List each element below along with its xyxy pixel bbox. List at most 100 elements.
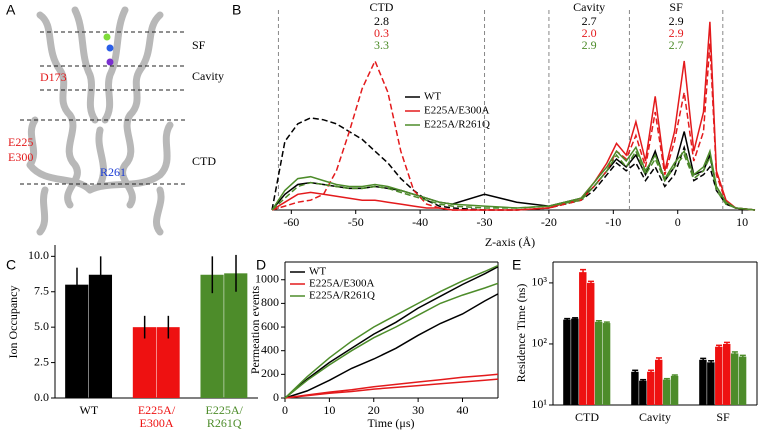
region-occupancy: 2.9 xyxy=(582,38,597,52)
ion xyxy=(103,33,111,41)
y-tick-label: 10.0 xyxy=(28,248,49,262)
panel-label: D xyxy=(256,257,266,273)
region-occupancy: 2.8 xyxy=(374,14,389,28)
legend-label: E225A/E300A xyxy=(424,105,489,117)
region-occupancy: 2.0 xyxy=(582,26,597,40)
legend-label: WT xyxy=(309,266,326,278)
bar xyxy=(647,371,655,405)
y-tick-label: 200 xyxy=(261,366,279,380)
y-tick-label: 7.5 xyxy=(34,284,49,298)
y-tick-label: 10¹ xyxy=(531,397,547,411)
y-tick-label: 800 xyxy=(261,295,279,309)
y-tick-label: 600 xyxy=(261,319,279,333)
series-line xyxy=(284,378,499,399)
y-tick-label: 10² xyxy=(531,336,547,350)
bar xyxy=(571,318,579,405)
y-tick-label: 1000 xyxy=(255,271,279,285)
region-occupancy: 0.3 xyxy=(374,26,389,40)
region-label: SF xyxy=(669,0,683,14)
region-label: CTD xyxy=(192,154,216,168)
bar xyxy=(707,362,715,405)
series-line xyxy=(271,43,756,211)
x-tick-label: R261Q xyxy=(207,416,242,430)
y-tick-label: 0 xyxy=(273,390,279,404)
region-label: Cavity xyxy=(573,0,605,14)
bar xyxy=(579,272,587,405)
x-tick-label: -60 xyxy=(283,215,299,229)
bar xyxy=(132,327,156,398)
region-label: SF xyxy=(192,38,206,52)
bar xyxy=(156,327,180,398)
legend-label: WT xyxy=(424,91,441,103)
bar xyxy=(662,379,671,405)
bar xyxy=(715,346,723,405)
series-line xyxy=(271,117,756,211)
y-axis-label: Residence Time (ns) xyxy=(514,284,528,383)
region-label: CTD xyxy=(369,0,393,14)
region-occupancy: 2.9 xyxy=(669,14,684,28)
y-axis-label: Permeation events xyxy=(248,286,262,375)
y-tick-label: 5.0 xyxy=(34,319,49,333)
bar xyxy=(730,353,739,405)
series-line xyxy=(284,264,499,399)
x-axis-label: Time (μs) xyxy=(368,416,415,430)
y-tick-label: 400 xyxy=(261,342,279,356)
panel-label: C xyxy=(6,257,16,273)
x-tick-label: WT xyxy=(80,403,99,417)
x-tick-label: SF xyxy=(716,410,730,424)
bar xyxy=(200,274,224,398)
region-occupancy: 3.3 xyxy=(374,38,389,52)
x-tick-label: -50 xyxy=(348,215,364,229)
y-tick-label: 0.0 xyxy=(34,390,49,404)
legend-label: E225A/R261Q xyxy=(309,290,375,302)
bar xyxy=(723,343,731,405)
region-label: Cavity xyxy=(192,69,224,83)
y-tick-label: 2.5 xyxy=(34,354,49,368)
legend-label: E225A/R261Q xyxy=(424,119,490,131)
panel-label: B xyxy=(232,2,241,18)
x-tick-label: 20 xyxy=(368,403,380,417)
ion xyxy=(106,44,114,52)
bar xyxy=(699,359,707,405)
series-line xyxy=(271,149,756,211)
x-tick-label: E225A/ xyxy=(205,403,243,417)
panel-label: A xyxy=(6,2,16,18)
residue-label: E300 xyxy=(8,150,33,164)
x-tick-label: -10 xyxy=(605,215,621,229)
protein-structure xyxy=(26,6,174,236)
panel-a: A SF Cavity CTD D173 E225 E300 R261 xyxy=(6,2,224,236)
region-occupancy: 2.7 xyxy=(582,14,597,28)
bar xyxy=(639,380,647,405)
x-tick-label: 0 xyxy=(675,215,681,229)
x-tick-label: 10 xyxy=(323,403,335,417)
residue-label: E225 xyxy=(8,135,33,149)
region-occupancy: 2.7 xyxy=(669,38,684,52)
residue-label: D173 xyxy=(40,70,67,84)
bar xyxy=(587,282,595,405)
bar xyxy=(563,319,571,405)
region-occupancy: 2.9 xyxy=(669,26,684,40)
x-tick-label: 30 xyxy=(412,403,424,417)
series-line xyxy=(284,266,499,399)
x-tick-label: -30 xyxy=(477,215,493,229)
series-line xyxy=(284,282,499,399)
x-tick-label: 0 xyxy=(282,403,288,417)
x-tick-label: -40 xyxy=(412,215,428,229)
bar xyxy=(65,284,89,398)
series-line xyxy=(284,293,499,399)
series-line xyxy=(271,145,756,211)
bar xyxy=(594,321,603,405)
bar xyxy=(738,356,747,405)
y-tick-label: 10³ xyxy=(531,275,547,289)
x-tick-label: CTD xyxy=(575,410,599,424)
x-tick-label: E225A/ xyxy=(138,403,176,417)
ion xyxy=(106,58,114,66)
series-line xyxy=(284,373,499,399)
bar xyxy=(88,274,113,398)
y-axis-label: Ion Occupancy xyxy=(6,286,20,359)
bar xyxy=(655,359,663,405)
x-tick-label: 40 xyxy=(457,403,469,417)
x-tick-label: 10 xyxy=(736,215,748,229)
x-tick-label: -20 xyxy=(541,215,557,229)
bar xyxy=(670,375,679,405)
